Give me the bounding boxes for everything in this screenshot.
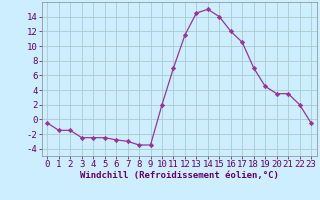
X-axis label: Windchill (Refroidissement éolien,°C): Windchill (Refroidissement éolien,°C) xyxy=(80,171,279,180)
